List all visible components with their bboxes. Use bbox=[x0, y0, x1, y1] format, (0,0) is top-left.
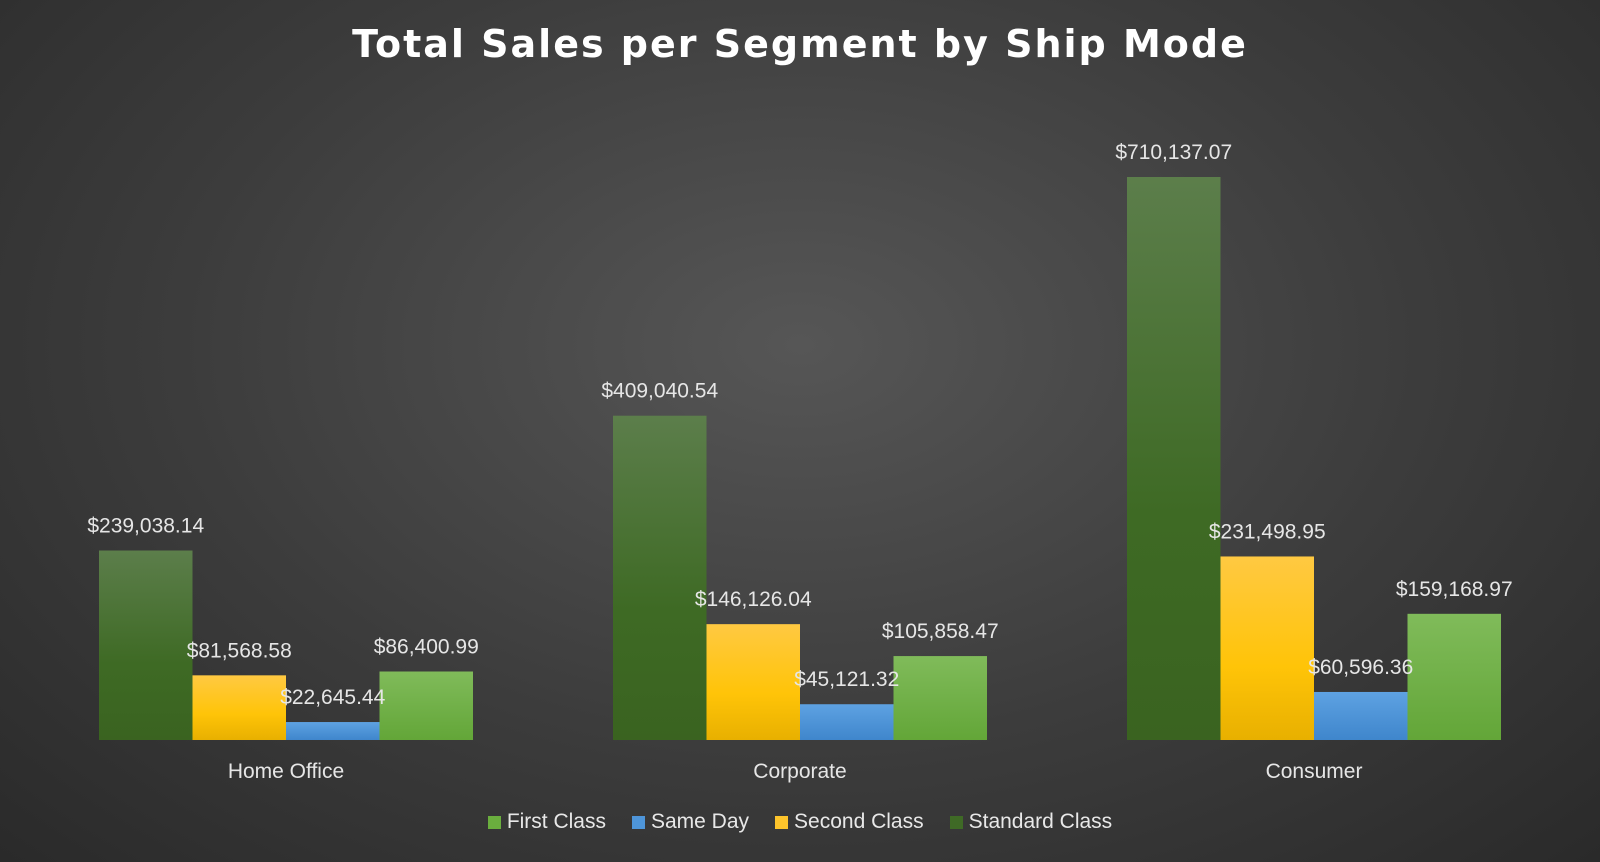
legend-label-standard-class: Standard Class bbox=[968, 810, 1113, 833]
data-label-home-office-same-day: $22,645.44 bbox=[280, 686, 385, 709]
legend-swatch-standard-class bbox=[949, 815, 963, 829]
data-label-corporate-same-day: $45,121.32 bbox=[794, 668, 899, 691]
legend-item-standard-class: Standard Class bbox=[949, 810, 1113, 834]
bar-corporate-second-class bbox=[706, 624, 800, 740]
legend-item-second-class: Second Class bbox=[775, 810, 924, 834]
bar-home-office-second-class bbox=[192, 675, 286, 740]
category-label-consumer: Consumer bbox=[1266, 760, 1363, 783]
legend-item-first-class: First Class bbox=[487, 810, 606, 834]
category-label-corporate: Corporate bbox=[753, 760, 846, 783]
data-label-home-office-second-class: $81,568.58 bbox=[187, 639, 292, 662]
legend: First Class Same Day Second Class Standard … bbox=[0, 810, 1600, 834]
bar-consumer-standard-class bbox=[1127, 177, 1221, 740]
data-label-consumer-second-class: $231,498.95 bbox=[1209, 520, 1326, 543]
bar-corporate-same-day bbox=[800, 704, 894, 740]
legend-label-second-class: Second Class bbox=[794, 810, 924, 833]
data-label-consumer-first-class: $159,168.97 bbox=[1396, 578, 1513, 601]
data-label-corporate-first-class: $105,858.47 bbox=[882, 620, 999, 643]
legend-label-same-day: Same Day bbox=[650, 810, 750, 833]
data-label-home-office-standard-class: $239,038.14 bbox=[87, 514, 204, 537]
data-label-corporate-standard-class: $409,040.54 bbox=[601, 380, 718, 403]
category-label-home-office: Home Office bbox=[228, 760, 344, 783]
data-label-consumer-same-day: $60,596.36 bbox=[1308, 656, 1413, 679]
bar-consumer-second-class bbox=[1220, 556, 1314, 740]
data-label-consumer-standard-class: $710,137.07 bbox=[1115, 141, 1232, 164]
legend-swatch-first-class bbox=[487, 815, 501, 829]
bar-consumer-first-class bbox=[1407, 613, 1501, 740]
bar-home-office-standard-class bbox=[99, 550, 193, 740]
bar-chart: $239,038.14 $81,568.58 $22,645.44 $86,400.9… bbox=[87, 141, 1513, 783]
legend-item-same-day: Same Day bbox=[631, 810, 750, 834]
bar-corporate-first-class bbox=[893, 656, 987, 740]
chart-title: Total Sales per Segment by Ship Mode bbox=[352, 22, 1248, 66]
bar-consumer-same-day bbox=[1314, 691, 1408, 740]
legend-swatch-same-day bbox=[631, 815, 645, 829]
data-label-home-office-first-class: $86,400.99 bbox=[374, 636, 479, 659]
bar-corporate-standard-class bbox=[613, 415, 707, 740]
legend-label-first-class: First Class bbox=[506, 810, 606, 833]
bar-home-office-first-class bbox=[379, 671, 473, 740]
data-label-corporate-second-class: $146,126.04 bbox=[695, 588, 812, 611]
bar-home-office-same-day bbox=[286, 722, 380, 740]
legend-swatch-second-class bbox=[775, 815, 789, 829]
